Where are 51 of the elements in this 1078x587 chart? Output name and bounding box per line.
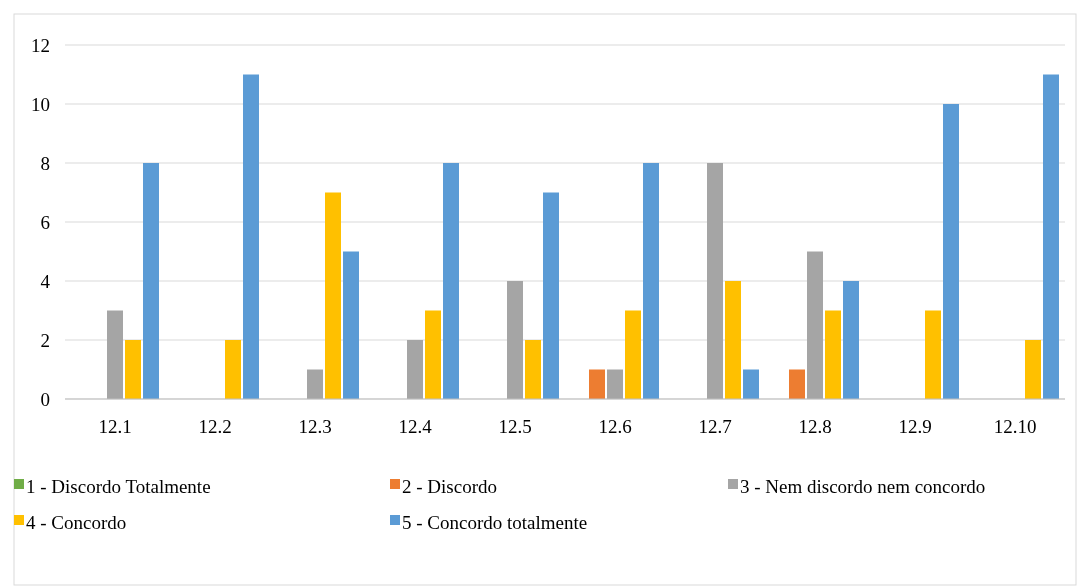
legend-label: 4 - Concordo (26, 511, 127, 533)
x-tick-label: 12.9 (898, 416, 932, 437)
bar (325, 192, 341, 399)
bar (707, 163, 723, 399)
bar (143, 163, 159, 399)
bar (925, 310, 941, 399)
bar (125, 340, 141, 399)
bar (625, 310, 641, 399)
x-tick-label: 12.5 (498, 416, 532, 437)
bar (725, 281, 741, 399)
bar (1043, 74, 1059, 399)
bar (825, 310, 841, 399)
y-tick-label: 12 (31, 34, 50, 56)
x-tick-label: 12.8 (798, 416, 832, 437)
bar (789, 369, 805, 399)
bar (807, 251, 823, 399)
bar (607, 369, 623, 399)
y-tick-label: 10 (31, 93, 50, 115)
x-tick-label: 12.3 (298, 416, 332, 437)
bar (743, 369, 759, 399)
x-tick-label: 12.2 (198, 416, 232, 437)
bar (843, 281, 859, 399)
legend-label: 2 - Discordo (402, 475, 497, 497)
y-tick-label: 8 (40, 152, 50, 174)
bar (589, 369, 605, 399)
bar (407, 340, 423, 399)
y-tick-label: 2 (40, 329, 50, 351)
legend-label: 5 - Concordo totalmente (402, 511, 588, 533)
bar (343, 251, 359, 399)
bar (307, 369, 323, 399)
x-tick-label: 12.6 (598, 416, 632, 437)
x-tick-label: 12.7 (698, 416, 732, 437)
bar (507, 281, 523, 399)
x-tick-label: 12.1 (98, 416, 132, 437)
bar (543, 192, 559, 399)
legend-label: 1 - Discordo Totalmente (26, 475, 211, 497)
legend-label: 3 - Nem discordo nem concordo (740, 475, 986, 497)
bar (943, 104, 959, 399)
y-tick-label: 6 (40, 211, 50, 233)
y-tick-label: 0 (40, 388, 50, 410)
bar (225, 340, 241, 399)
bar (243, 74, 259, 399)
bar (1025, 340, 1041, 399)
x-tick-label: 12.4 (398, 416, 433, 437)
bar (643, 163, 659, 399)
bar (443, 163, 459, 399)
x-tick-label: 12.10 (993, 416, 1037, 437)
bar (107, 310, 123, 399)
bar (425, 310, 441, 399)
bar (525, 340, 541, 399)
y-tick-label: 4 (40, 270, 51, 292)
